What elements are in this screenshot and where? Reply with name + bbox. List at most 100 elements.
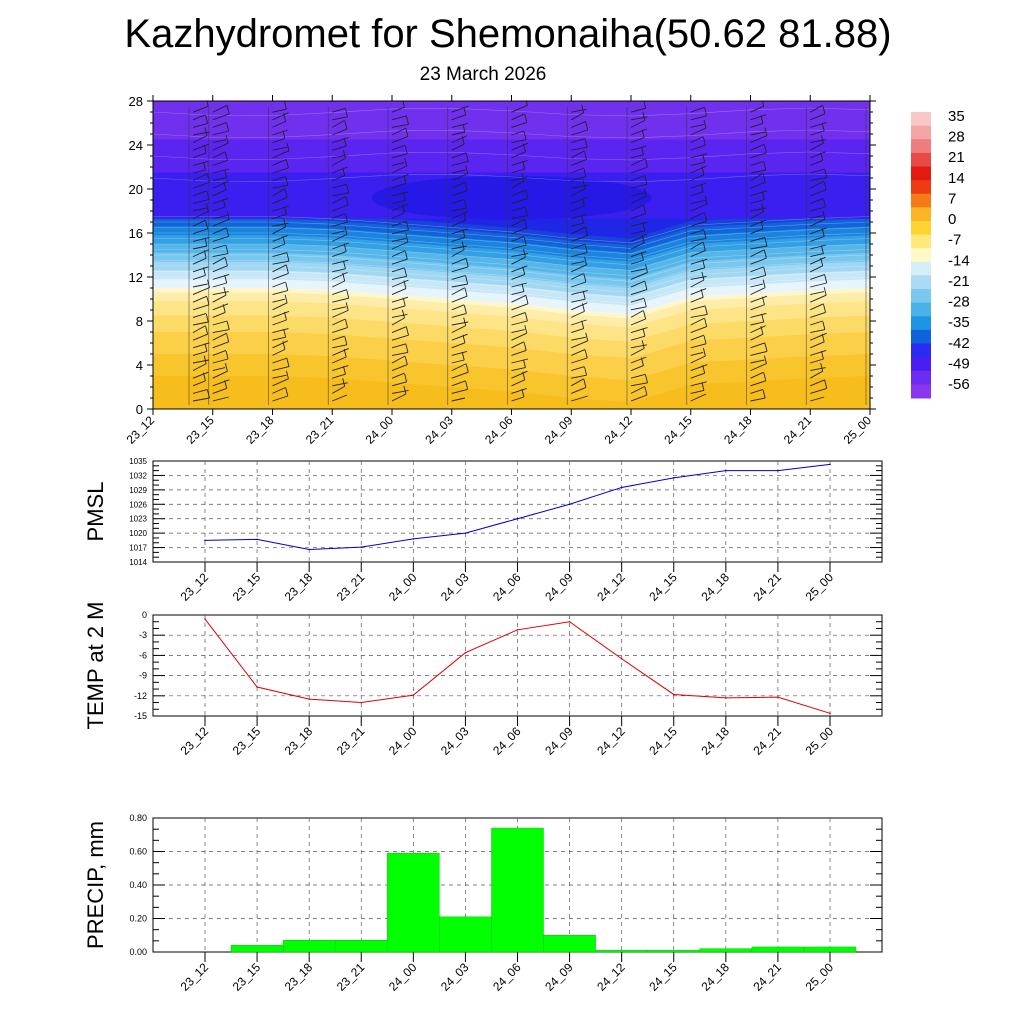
wind-barb-feather [762,174,766,183]
wind-barb-feather [462,229,466,238]
wind-barb-shaft [391,241,409,250]
wind-barb-feather [343,366,346,375]
wind-barb-shaft [192,245,208,250]
wind-barb-shaft [810,218,826,227]
wind-barb-shaft [192,371,209,379]
wind-barb-shaft [810,139,827,144]
wind-barb-shaft [750,122,764,128]
xsec-xtick-label: 24_09 [542,413,576,447]
wind-barb-shaft [391,275,407,280]
wind-barb-shaft [391,106,405,113]
wind-barb-feather [584,244,588,253]
colorbar-swatch [911,207,931,222]
wind-barb-feather [702,259,706,268]
wind-barb-feather [884,329,886,337]
temp2m-ytick-label: -15 [134,711,147,721]
wind-barb-shaft [630,289,648,296]
colorbar-swatch [911,125,931,140]
wind-barb-shaft [272,188,286,197]
wind-barb-shaft [630,373,646,379]
wind-barb-feather [763,355,767,364]
temp2m-xtick-label: 24_09 [542,724,576,758]
pmsl-ytick-label: 1029 [129,486,147,495]
colorbar-label: -35 [948,314,970,331]
wind-barb-shaft [630,385,646,394]
wind-barb-feather [525,295,529,304]
wind-barb-feather [522,160,526,170]
wind-barb-feather [883,253,885,261]
wind-barb-feather [882,160,884,168]
wind-barb-shaft [451,131,466,136]
wind-barb-shaft [630,233,648,242]
wind-barb-shaft [630,213,646,220]
colorbar-swatch [911,261,931,276]
wind-barb-shaft [332,158,346,166]
wind-barb-shaft [391,326,407,334]
wind-barb-shaft [511,218,525,227]
wind-barb-shaft [192,228,208,235]
xsec-xtick-label: 23_21 [303,413,337,447]
wind-barb-feather [284,189,288,198]
wind-barb-feather [523,236,527,246]
wind-barb-shaft [192,131,210,136]
pmsl-point [412,538,415,540]
colorbar-swatch [911,112,931,127]
wind-barb-shaft [192,143,210,151]
wind-barb-shaft [810,121,827,128]
wind-barb-shaft [272,348,286,356]
temp-point [672,693,675,696]
wind-barb-feather [764,237,768,247]
wind-barb-feather [643,310,647,320]
precip-xtick-label: 25_00 [803,960,837,994]
wind-barb-feather [524,207,528,216]
wind-barb-shaft [810,358,824,364]
wind-barb-shaft [869,263,870,265]
wind-barb-shaft [272,336,286,341]
wind-barb-shaft [451,135,468,144]
wind-barb-shaft [869,385,870,386]
wind-barb-feather [404,373,408,382]
wind-barb-shaft [810,151,826,159]
wind-barb-shaft [571,302,588,311]
wind-barb-shaft [750,333,764,341]
wind-barb-shaft [869,210,870,211]
wind-barb-shaft [272,196,288,204]
wind-barb-shaft [212,253,229,258]
wind-barb-shaft [391,144,406,151]
wind-barb-feather [763,161,767,171]
colorbar-label: 21 [948,149,965,166]
wind-barb-shaft [750,287,766,296]
wind-barb-feather [285,282,289,291]
wind-barb-shaft [511,320,528,326]
wind-barb-shaft [451,122,468,128]
wind-barb-shaft [511,215,528,220]
wind-barb-shaft [511,130,525,136]
wind-barb-feather [702,242,706,251]
wind-barb-shaft [630,242,645,250]
wind-barb-feather [882,265,884,273]
wind-barb-shaft [511,159,528,166]
wind-barb-shaft [272,167,289,174]
wind-barb-feather [583,379,587,388]
wind-barb-shaft [391,229,409,235]
pmsl-point [308,548,310,551]
wind-barb-shaft [272,146,288,151]
wind-barb-shaft [690,127,707,136]
wind-barb-feather [764,343,768,352]
temp-point [725,697,727,699]
pmsl-xtick-label: 24_15 [646,570,680,604]
wind-barb-feather [701,382,705,391]
wind-barb-shaft [571,188,586,197]
wind-barb-shaft [630,175,646,182]
wind-barb-shaft [571,176,587,182]
wind-barb-shaft [869,187,870,189]
wind-barb-shaft [272,184,288,189]
wind-barb-feather [224,363,228,372]
wind-barb-feather [226,211,230,220]
wind-barb-feather [823,287,827,296]
wind-barb-shaft [332,221,348,227]
colorbar-swatch [911,343,931,358]
wind-barb-feather [704,107,708,116]
precip-xtick-label: 24_21 [751,960,785,994]
wind-barb-feather [883,131,885,139]
